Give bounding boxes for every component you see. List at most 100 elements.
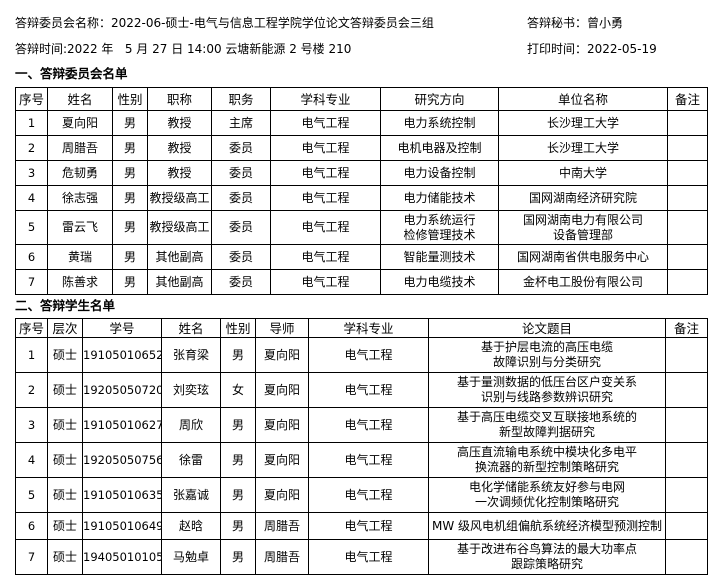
cell-index: 7 — [15, 269, 48, 295]
cell-index: 5 — [15, 210, 48, 245]
cell-remark — [665, 372, 708, 408]
cell-index: 3 — [15, 407, 48, 443]
cell-thesis-title: MW 级风电机组偏航系统经济模型预测控制 — [428, 512, 666, 540]
cell-index: 4 — [15, 442, 48, 478]
cell-organization: 国网湖南省供电服务中心 — [498, 244, 668, 270]
cell-name: 周腊吾 — [47, 135, 113, 161]
cell-research: 电机电器及控制 — [380, 135, 499, 161]
cell-major: 电气工程 — [308, 477, 429, 513]
column-header-index: 序号 — [15, 318, 48, 338]
column-header-major: 学科专业 — [308, 318, 429, 338]
cell-role: 主席 — [211, 110, 271, 136]
cell-line: 电力储能技术 — [403, 190, 476, 205]
cell-thesis-title: 基于护层电流的高压电缆 故障识别与分类研究 — [428, 337, 666, 373]
table-row: 4 徐志强男教授级高工 委员 电气工程 电力储能技术 国网湖南经济研究院 — [15, 185, 708, 211]
cell-title: 其他副高 — [147, 269, 212, 295]
table-row: 1 硕士 19105010652 张育梁男夏向阳 电气工程 基于护层电流的高压电缆 故障识别… — [15, 337, 708, 373]
secretary-line: 答辩秘书：曾小勇 — [527, 14, 623, 31]
cell-gender: 男 — [112, 269, 148, 295]
cell-line: 国网湖南省供电服务中心 — [516, 249, 649, 264]
cell-gender: 男 — [220, 442, 256, 478]
cell-index: 1 — [15, 110, 48, 136]
cell-gender: 男 — [220, 512, 256, 540]
cell-major: 电气工程 — [270, 185, 381, 211]
students-table: 序号 层次 学号 姓名 性别 导师 学科专业 论文题目 备注 1 硕士 19105010652 张育梁… — [15, 318, 708, 575]
cell-line: 基于高压电缆交叉互联接地系统的 — [456, 410, 637, 424]
table-row: 6 黄瑞男其他副高 委员 电气工程 智能量测技术 国网湖南省供电服务中心 — [15, 244, 708, 270]
cell-research: 电力储能技术 — [380, 185, 499, 211]
committee-label: 答辩委员会名称： — [15, 16, 112, 30]
cell-major: 电气工程 — [270, 244, 381, 270]
table-row: 3 危韧勇男教授 委员 电气工程 电力设备控制 中南大学 — [15, 160, 708, 186]
cell-organization: 国网湖南经济研究院 — [498, 185, 668, 211]
cell-organization: 国网湖南电力有限公司 设备管理部 — [498, 210, 668, 245]
cell-student-id: 19405010105 — [82, 539, 162, 575]
cell-remark — [665, 512, 708, 540]
cell-index: 3 — [15, 160, 48, 186]
column-header-remark: 备注 — [665, 318, 708, 338]
secretary-label: 答辩秘书： — [527, 16, 588, 30]
cell-major: 电气工程 — [308, 372, 429, 408]
cell-level: 硕士 — [47, 407, 83, 443]
table-row: 2 周腊吾男教授 委员 电气工程 电机电器及控制 长沙理工大学 — [15, 135, 708, 161]
cell-research: 电力系统控制 — [380, 110, 499, 136]
table-row: 1 夏向阳男教授 主席 电气工程 电力系统控制 长沙理工大学 — [15, 110, 708, 136]
table-row: 7 硕士 19405010105 马勉卓男周腊吾 电气工程 基于改进布谷鸟算法的最大功率点… — [15, 539, 708, 575]
cell-index: 6 — [15, 244, 48, 270]
cell-name: 危韧勇 — [47, 160, 113, 186]
column-header-gender: 性别 — [112, 87, 148, 111]
cell-title: 教授 — [147, 160, 212, 186]
column-header-remark: 备注 — [667, 87, 708, 111]
cell-level: 硕士 — [47, 372, 83, 408]
cell-line: 中南大学 — [558, 165, 607, 180]
cell-remark — [665, 477, 708, 513]
cell-advisor: 夏向阳 — [255, 442, 309, 478]
cell-name: 黄瑞 — [47, 244, 113, 270]
cell-major: 电气工程 — [308, 337, 429, 373]
cell-research: 电力系统运行 检修管理技术 — [380, 210, 499, 245]
cell-level: 硕士 — [47, 512, 83, 540]
cell-role: 委员 — [211, 210, 271, 245]
cell-advisor: 周腊吾 — [255, 539, 309, 575]
cell-line: 长沙理工大学 — [546, 115, 619, 130]
cell-title: 教授级高工 — [147, 210, 212, 245]
column-header-gender: 性别 — [220, 318, 256, 338]
cell-organization: 中南大学 — [498, 160, 668, 186]
secretary-name: 曾小勇 — [587, 16, 624, 30]
time-value: 2022 年 5 月 27 日 14:00 云塘新能源 2 号楼 210 — [67, 42, 352, 56]
column-header-organization: 单位名称 — [498, 87, 668, 111]
cell-remark — [667, 185, 708, 211]
cell-remark — [665, 337, 708, 373]
cell-organization: 长沙理工大学 — [498, 110, 668, 136]
cell-remark — [665, 539, 708, 575]
cell-line: 高压直流输电系统中模块化多电平 — [456, 445, 637, 459]
cell-line: 金杯电工股份有限公司 — [522, 274, 643, 289]
cell-level: 硕士 — [47, 477, 83, 513]
cell-advisor: 夏向阳 — [255, 477, 309, 513]
cell-advisor: 夏向阳 — [255, 372, 309, 408]
print-value: 2022-05-19 — [587, 42, 657, 56]
cell-title: 教授 — [147, 135, 212, 161]
cell-line: 电力设备控制 — [403, 165, 476, 180]
cell-major: 电气工程 — [270, 269, 381, 295]
cell-name: 周欣 — [161, 407, 221, 443]
table-row: 5 雷云飞男教授级高工 委员 电气工程 电力系统运行 检修管理技术 国网湖南电力有限公司 设备… — [15, 210, 708, 245]
cell-line: 设备管理部 — [552, 227, 613, 242]
column-header-student-id: 学号 — [82, 318, 162, 338]
cell-student-id: 19205050720 — [82, 372, 162, 408]
cell-thesis-title: 高压直流输电系统中模块化多电平 换流器的新型控制策略研究 — [428, 442, 666, 478]
cell-name: 陈善求 — [47, 269, 113, 295]
cell-gender: 男 — [220, 407, 256, 443]
cell-line: 基于护层电流的高压电缆 — [480, 340, 613, 354]
cell-title: 其他副高 — [147, 244, 212, 270]
cell-line: 国网湖南经济研究院 — [528, 190, 637, 205]
cell-name: 徐雷 — [161, 442, 221, 478]
cell-name: 赵晗 — [161, 512, 221, 540]
cell-index: 5 — [15, 477, 48, 513]
cell-gender: 男 — [112, 244, 148, 270]
cell-index: 6 — [15, 512, 48, 540]
cell-major: 电气工程 — [270, 135, 381, 161]
column-header-thesis-title: 论文题目 — [428, 318, 666, 338]
cell-line: 新型故障判据研究 — [498, 425, 595, 439]
cell-remark — [667, 160, 708, 186]
